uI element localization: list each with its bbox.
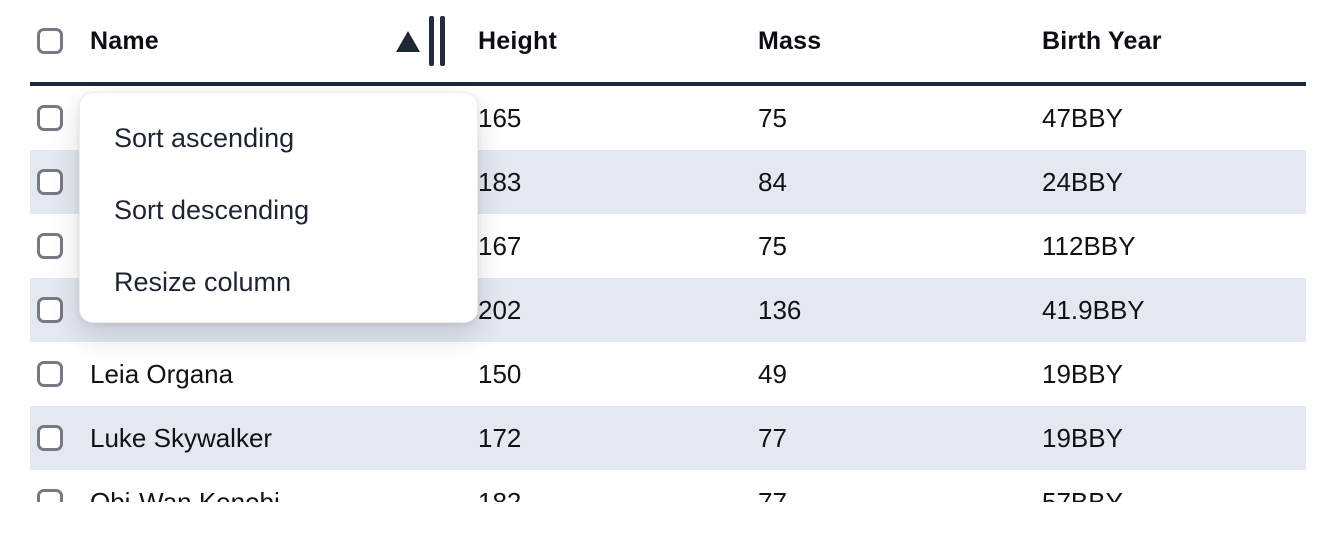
cell-birth-year: 24BBY	[1042, 166, 1123, 197]
column-header-name-label: Name	[90, 26, 159, 55]
cell-mass: 136	[758, 294, 802, 325]
resize-bar-right	[440, 16, 445, 66]
column-header-mass[interactable]: Mass	[758, 26, 822, 55]
cell-height: 182	[478, 486, 522, 503]
cell-mass: 84	[758, 166, 787, 197]
cell-mass: 77	[758, 486, 787, 503]
cell-name: Leia Organa	[90, 358, 234, 389]
menu-item-sort-ascending[interactable]: Sort ascending	[114, 122, 295, 153]
cell-height: 167	[478, 230, 522, 261]
column-context-menu: Sort ascending Sort descending Resize co…	[79, 92, 478, 323]
cell-birth-year: 19BBY	[1042, 358, 1123, 389]
cell-mass: 49	[758, 358, 787, 389]
cell-height: 172	[478, 422, 522, 453]
row-checkbox[interactable]	[37, 233, 63, 259]
cell-name: Obi-Wan Kenobi	[90, 486, 280, 503]
select-all-checkbox[interactable]	[37, 28, 63, 54]
cell-height: 165	[478, 102, 522, 133]
cell-name: Luke Skywalker	[90, 422, 273, 453]
cell-birth-year: 47BBY	[1042, 102, 1123, 133]
column-header-birth-year[interactable]: Birth Year	[1042, 26, 1162, 55]
resize-bar-left	[429, 16, 434, 66]
cell-birth-year: 57BBY	[1042, 486, 1123, 503]
row-checkbox[interactable]	[37, 489, 63, 502]
table-row[interactable]: 165 75 47BBY	[30, 86, 1306, 150]
cell-birth-year: 112BBY	[1042, 230, 1136, 261]
table-row[interactable]: Obi-Wan Kenobi 182 77 57BBY	[30, 470, 1306, 502]
column-header-height[interactable]: Height	[478, 26, 557, 55]
row-checkbox[interactable]	[37, 169, 63, 195]
row-checkbox[interactable]	[37, 105, 63, 131]
column-resize-handle-icon[interactable]	[429, 16, 445, 66]
cell-birth-year: 19BBY	[1042, 422, 1123, 453]
cell-height: 202	[478, 294, 522, 325]
row-checkbox[interactable]	[37, 361, 63, 387]
sort-ascending-icon	[396, 30, 420, 52]
row-checkbox[interactable]	[37, 297, 63, 323]
cell-birth-year: 41.9BBY	[1042, 294, 1145, 325]
cell-mass: 75	[758, 102, 787, 133]
header-select-cell	[30, 28, 90, 54]
cell-height: 183	[478, 166, 522, 197]
menu-item-resize-column[interactable]: Resize column	[114, 266, 292, 297]
cell-height: 150	[478, 358, 522, 389]
table-header-row: Name Height Mass Birth Year	[30, 0, 1306, 86]
table-row[interactable]: Luke Skywalker 172 77 19BBY	[30, 406, 1306, 470]
menu-item-sort-descending[interactable]: Sort descending	[114, 194, 310, 225]
cell-mass: 77	[758, 422, 787, 453]
table-row[interactable]: Leia Organa 150 49 19BBY	[30, 342, 1306, 406]
table-row[interactable]: 167 75 112BBY	[30, 214, 1306, 278]
column-header-name[interactable]: Name	[90, 16, 478, 66]
row-checkbox[interactable]	[37, 425, 63, 451]
cell-mass: 75	[758, 230, 787, 261]
